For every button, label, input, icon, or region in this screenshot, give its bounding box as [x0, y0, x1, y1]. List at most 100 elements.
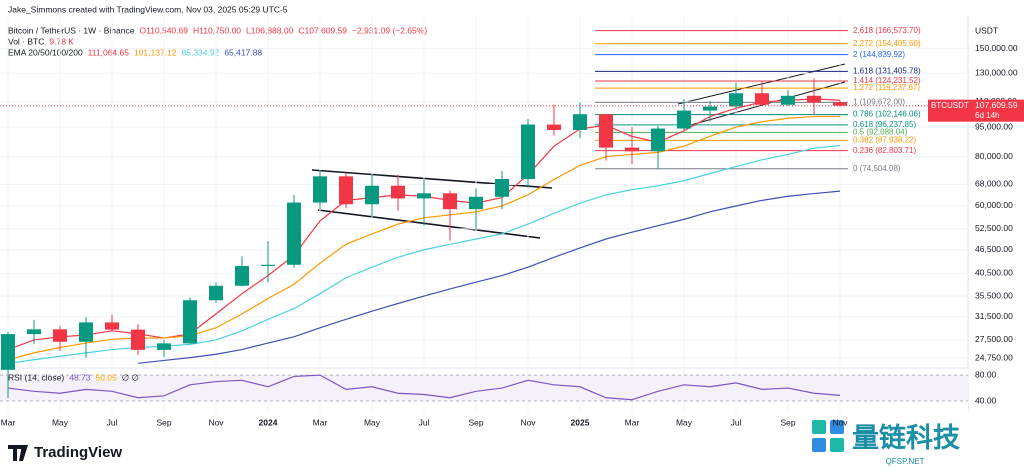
fib-label: 0 (74,504.08) — [853, 164, 901, 173]
watermark-text: 量链科技 — [852, 422, 960, 453]
candle-body — [443, 193, 457, 210]
y-tick-label: 40,500.00 — [975, 268, 1013, 278]
price-tag-value: 107,609.59 — [975, 100, 1018, 110]
candle-body — [573, 114, 587, 131]
x-tick-label: Mar — [313, 417, 328, 427]
watermark-sub: QFSP.NET — [886, 457, 925, 466]
y-tick-label: 35,500.00 — [975, 290, 1013, 300]
fib-label: 0.786 (102,146.06) — [853, 110, 921, 119]
candle-body — [469, 196, 483, 210]
candle-body — [53, 329, 67, 342]
header-text: C107,609.59 — [298, 25, 347, 35]
y-tick-label: 46,500.00 — [975, 244, 1013, 254]
fib-label: 1 (109,672.00) — [853, 98, 905, 107]
x-tick-label: Sep — [780, 417, 795, 427]
y-tick-label: 27,500.00 — [975, 334, 1013, 344]
fib-label: 0.236 (82,803.71) — [853, 146, 916, 155]
candle-body — [157, 343, 171, 350]
x-tick-label: May — [364, 417, 381, 427]
candle-body — [105, 322, 119, 330]
candle-body — [131, 329, 145, 350]
x-tick-label: May — [676, 417, 693, 427]
x-tick-label: May — [52, 417, 69, 427]
candle-body — [235, 265, 249, 286]
header-text: 65,417.88 — [224, 47, 262, 57]
y-tick-label: 60,000.00 — [975, 200, 1013, 210]
y-tick-label: 130,000.00 — [975, 67, 1018, 77]
y-tick-label: 31,500.00 — [975, 311, 1013, 321]
header-text: EMA 20/50/100/200 — [8, 47, 83, 57]
candle-body — [339, 176, 353, 205]
x-tick-label: Jul — [107, 417, 118, 427]
header-text: 85,334.92 — [182, 47, 220, 57]
rsi-header: ∅ ∅ — [122, 372, 140, 382]
rsi-header: 48.73 — [69, 372, 91, 382]
candle-body — [79, 322, 93, 342]
candle-body — [261, 264, 275, 266]
x-tick-label: Sep — [156, 417, 171, 427]
rsi-header: 50.05 — [96, 372, 118, 382]
x-tick-label: Sep — [468, 417, 483, 427]
x-tick-label: Nov — [208, 417, 224, 427]
candle-body — [495, 179, 509, 197]
candle-body — [521, 124, 535, 180]
candle-body — [365, 185, 379, 205]
candle-body — [729, 93, 743, 107]
candle-body — [599, 114, 613, 148]
y-tick-label: 68,000.00 — [975, 179, 1013, 189]
price-tag-symbol: BTCUSDT — [931, 101, 969, 110]
price-tag-countdown: 6d 14h — [975, 111, 999, 120]
y-tick-label: 95,000.00 — [975, 121, 1013, 131]
x-tick-label: Jul — [731, 417, 742, 427]
brand: TradingView — [34, 444, 122, 461]
header-text: Bitcoin / TetherUS · 1W · Binance — [8, 25, 135, 35]
candle-body — [27, 329, 41, 335]
candle-body — [755, 93, 769, 105]
candle-body — [833, 102, 847, 106]
fib-label: 1.618 (131,405.78) — [853, 66, 921, 75]
candle-body — [547, 124, 561, 131]
x-tick-label: Mar — [625, 417, 640, 427]
header-text: −2,931.09 (−2.65%) — [352, 25, 427, 35]
x-tick-label: 2025 — [571, 417, 590, 427]
header-text: H110,750.00 — [193, 25, 241, 35]
header-text: 111,064.65 — [88, 47, 130, 57]
ema-line — [137, 190, 841, 364]
x-tick-label: 2024 — [259, 417, 278, 427]
x-tick-label: Jul — [419, 417, 430, 427]
header-text: 101,137.12 — [134, 47, 177, 57]
candle-body — [703, 106, 717, 111]
rsi-tick-label: 40.00 — [975, 395, 997, 405]
header-text: 9.78 K — [49, 36, 74, 46]
fib-label: 2 (144,839.92) — [853, 50, 905, 59]
ema-line — [7, 144, 841, 364]
header-text: Vol · BTC — [8, 36, 44, 46]
rsi-line — [7, 374, 841, 401]
y-tick-label: 52,500.00 — [975, 223, 1013, 233]
x-tick-label: Nov — [832, 417, 848, 427]
candle-body — [807, 95, 821, 103]
currency: USDT — [975, 25, 998, 35]
candle-body — [781, 95, 795, 105]
fib-label: 1.414 (124,231.52) — [853, 76, 921, 85]
trendline — [311, 169, 553, 189]
fib-label: 2.618 (166,573.70) — [853, 26, 921, 35]
candle-body — [313, 176, 327, 203]
rsi-tick-label: 80.00 — [975, 369, 997, 379]
x-tick-label: Nov — [520, 417, 536, 427]
candle-body — [183, 300, 197, 344]
candle-body — [1, 334, 15, 370]
candle-body — [651, 128, 665, 152]
credit: Jake_Simmons created with TradingView.co… — [8, 4, 288, 14]
watermark: 量链科技 QFSP.NET — [812, 420, 960, 466]
candle-body — [677, 110, 691, 129]
fib-label: 1.272 (119,237.67) — [853, 83, 920, 92]
y-tick-label: 24,750.00 — [975, 352, 1013, 362]
fib-label: 0.5 (92,088.04) — [853, 128, 908, 137]
fib-label: 0.382 (87,938.22) — [853, 135, 916, 144]
footer-logo: TradingView — [8, 444, 122, 461]
rsi-header: RSI (14, close) — [8, 372, 64, 382]
candle-body — [417, 193, 431, 199]
y-tick-label: 150,000.00 — [975, 43, 1018, 53]
